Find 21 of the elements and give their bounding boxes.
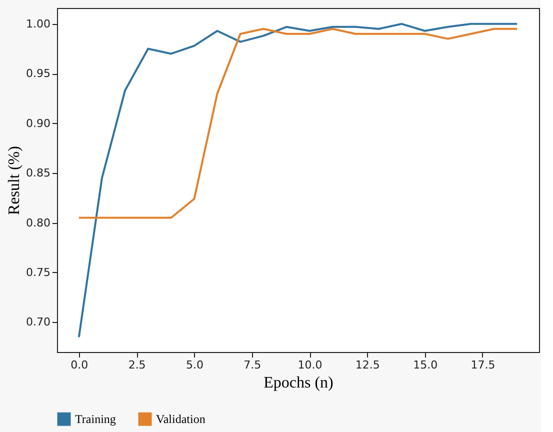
y-tick-label: 0.75 [26, 266, 50, 279]
y-axis-title: Result (%) [6, 146, 24, 215]
line-series [78, 22, 518, 338]
y-tick-label: 0.90 [26, 116, 50, 130]
x-tick-label: 12.5 [355, 358, 380, 372]
legend-label: Validation [156, 412, 206, 426]
y-tick-label: 1.00 [26, 17, 50, 30]
x-tick-label: 15.0 [413, 358, 438, 372]
x-tick-label: 0.0 [70, 358, 88, 372]
line-series [78, 28, 518, 219]
x-tick-label: 7.5 [244, 358, 262, 372]
y-tick-label: 0.80 [26, 216, 50, 230]
y-tick-label: 0.85 [26, 166, 50, 180]
legend-label: Training [75, 412, 116, 426]
x-tick-label: 17.5 [470, 358, 496, 372]
y-tick-label: 0.70 [26, 316, 50, 329]
x-tick-label: 10.0 [298, 358, 322, 372]
y-tick-label: 0.95 [26, 67, 50, 80]
x-axis-title: Epochs (n) [264, 374, 334, 392]
x-tick-label: 5.0 [186, 358, 204, 372]
x-tick-label: 2.5 [128, 358, 146, 372]
